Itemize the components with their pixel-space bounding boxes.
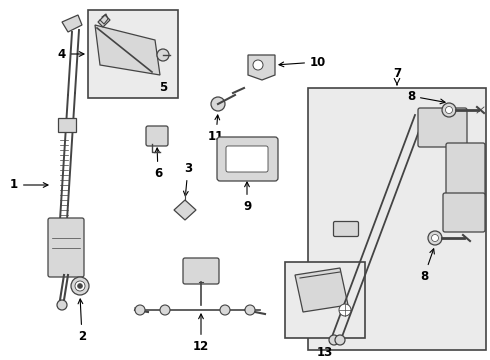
FancyBboxPatch shape [48,218,84,277]
Text: 7: 7 [393,67,401,80]
Polygon shape [295,268,348,312]
Circle shape [432,234,439,242]
Text: 8: 8 [407,90,445,104]
Circle shape [57,300,67,310]
Polygon shape [174,200,196,220]
Circle shape [135,305,145,315]
Text: 11: 11 [208,115,224,143]
FancyBboxPatch shape [334,221,359,237]
Circle shape [442,103,456,117]
Circle shape [428,231,442,245]
Circle shape [253,60,263,70]
Text: 5: 5 [159,81,167,94]
FancyBboxPatch shape [418,108,467,147]
FancyBboxPatch shape [146,126,168,146]
Circle shape [220,305,230,315]
Circle shape [245,305,255,315]
FancyBboxPatch shape [446,143,485,197]
Circle shape [157,49,169,61]
FancyBboxPatch shape [443,193,485,232]
Bar [308,88,486,350]
Polygon shape [95,25,160,75]
Circle shape [211,97,225,111]
Text: 13: 13 [317,346,333,359]
Text: 4: 4 [58,48,84,60]
Bar [88,10,178,98]
Text: 6: 6 [154,148,162,180]
Polygon shape [62,15,82,32]
Bar [58,118,76,132]
Circle shape [445,107,452,113]
Circle shape [335,335,345,345]
Circle shape [329,335,339,345]
Circle shape [77,284,82,288]
Circle shape [75,281,85,291]
Circle shape [71,277,89,295]
Text: 10: 10 [279,55,326,68]
Text: 1: 1 [10,179,48,192]
Text: 9: 9 [243,182,251,213]
Bar [285,262,365,338]
Text: 3: 3 [183,162,192,196]
Polygon shape [98,15,110,27]
Circle shape [339,304,351,316]
Polygon shape [248,55,275,80]
FancyBboxPatch shape [226,146,268,172]
Text: 12: 12 [193,314,209,353]
FancyBboxPatch shape [183,258,219,284]
Text: 2: 2 [78,299,86,343]
FancyBboxPatch shape [217,137,278,181]
Circle shape [160,305,170,315]
Text: 8: 8 [420,249,434,283]
